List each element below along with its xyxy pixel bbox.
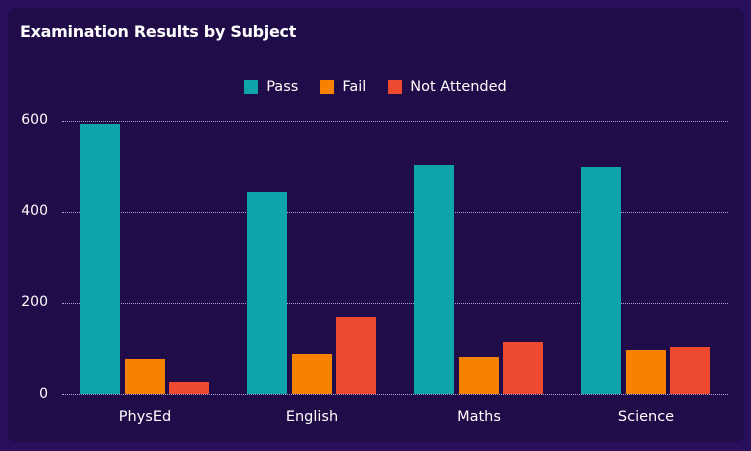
bar-pass-english[interactable] [247, 191, 287, 395]
gridline [62, 302, 728, 304]
bar-pass-science[interactable] [581, 166, 621, 395]
bar-pass-maths[interactable] [414, 164, 454, 395]
x-tick-label: PhysEd [118, 409, 172, 425]
legend-item-fail[interactable]: Fail [320, 79, 366, 95]
legend-item-pass[interactable]: Pass [244, 79, 298, 95]
fail-swatch-icon [320, 80, 335, 94]
legend-label: Not Attended [410, 79, 507, 95]
chart-title: Examination Results by Subject [20, 22, 297, 41]
legend-item-not-attended[interactable]: Not Attended [388, 79, 507, 95]
bar-pass-physed[interactable] [80, 123, 120, 395]
legend-label: Fail [342, 79, 367, 95]
not-attended-swatch-icon [388, 80, 403, 94]
legend: Pass Fail Not Attended [0, 79, 751, 95]
pass-swatch-icon [244, 80, 259, 94]
gridline [62, 211, 728, 213]
gridline [62, 393, 728, 395]
bar-fail-maths[interactable] [458, 356, 499, 395]
bar-fail-physed[interactable] [124, 359, 165, 395]
x-tick-label: Science [617, 409, 675, 425]
x-tick-label: English [285, 409, 339, 425]
bar-not-attended-science[interactable] [670, 346, 710, 395]
bar-not-attended-english[interactable] [336, 316, 376, 395]
gridline [62, 120, 728, 122]
y-tick-label: 0 [39, 386, 48, 402]
y-tick-label: 200 [21, 294, 48, 310]
bar-fail-english[interactable] [291, 353, 332, 395]
y-tick-label: 600 [21, 112, 48, 128]
bar-not-attended-physed[interactable] [169, 382, 209, 395]
bar-not-attended-maths[interactable] [503, 341, 543, 395]
y-tick-label: 400 [21, 203, 48, 219]
x-tick-label: Maths [457, 409, 501, 425]
bar-fail-science[interactable] [625, 350, 666, 395]
legend-label: Pass [266, 79, 299, 95]
